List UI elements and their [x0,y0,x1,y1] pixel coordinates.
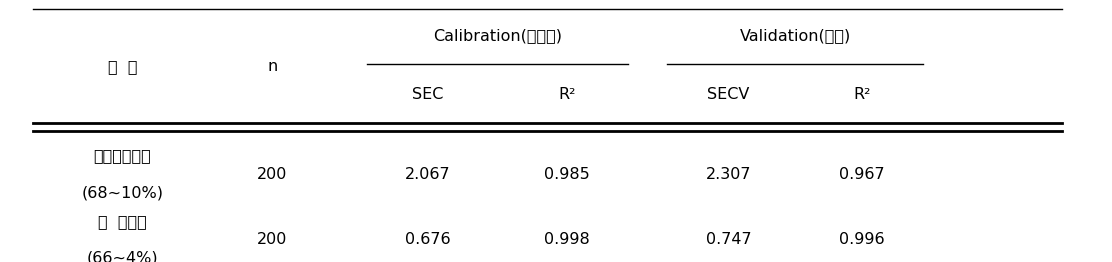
Text: Calibration(검량식): Calibration(검량식) [433,28,563,43]
Text: 0.996: 0.996 [838,232,885,247]
Text: 0.998: 0.998 [544,232,590,247]
Text: R²: R² [558,87,576,102]
Text: 2.067: 2.067 [405,167,451,182]
Text: R²: R² [853,87,871,102]
Text: 0.985: 0.985 [544,167,590,182]
Text: SEC: SEC [413,87,444,102]
Text: SECV: SECV [707,87,749,102]
Text: (66~4%): (66~4%) [87,250,158,262]
Text: 0.676: 0.676 [405,232,451,247]
Text: Validation(검증): Validation(검증) [739,28,851,43]
Text: 0.967: 0.967 [838,167,885,182]
Text: 초  종: 초 종 [108,59,137,74]
Text: (68~10%): (68~10%) [81,185,163,200]
Text: 톨  페스큐: 톨 페스큐 [98,214,147,229]
Text: 200: 200 [257,167,288,182]
Text: n: n [267,59,278,74]
Text: 오차드그라스: 오차드그라스 [93,148,151,163]
Text: 0.747: 0.747 [705,232,752,247]
Text: 200: 200 [257,232,288,247]
Text: 2.307: 2.307 [706,167,751,182]
